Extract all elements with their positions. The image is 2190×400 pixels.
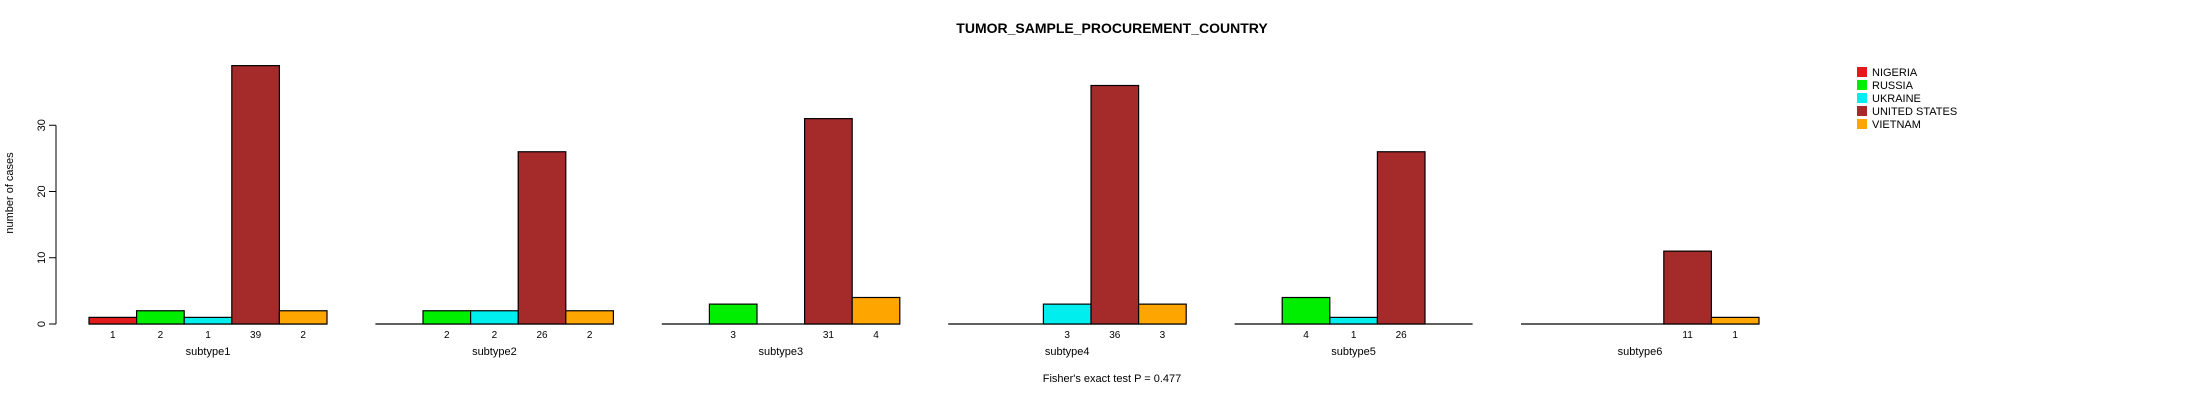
bar-russia (422, 310, 472, 325)
bar-count-label: 31 (823, 330, 835, 341)
bar-count-label: 2 (444, 330, 450, 341)
legend-label: RUSSIA (1872, 80, 1914, 92)
category-label: subtype2 (472, 346, 517, 358)
bar-count-label: 1 (205, 330, 211, 341)
bar-count-label: 2 (300, 330, 306, 341)
bar-ukraine (470, 310, 519, 325)
bar-russia (1281, 296, 1331, 325)
y-tick-label: 20 (36, 185, 48, 197)
bar-nigeria (88, 316, 138, 325)
legend-item: RUSSIA (1857, 80, 1914, 92)
bar-count-label: 1 (1732, 330, 1738, 341)
bar-vietnam (1137, 303, 1187, 325)
bar-count-label: 2 (587, 330, 593, 341)
legend-item: UNITED STATES (1857, 106, 1957, 118)
chart-title: TUMOR_SAMPLE_PROCUREMENT_COUNTRY (956, 20, 1268, 36)
bar-count-label: 39 (250, 330, 262, 341)
bar-count-label: 4 (1303, 330, 1309, 341)
legend-swatch (1857, 80, 1867, 90)
category-label: subtype5 (1331, 346, 1376, 358)
bar-count-label: 11 (1682, 330, 1693, 341)
legend-swatch (1857, 93, 1867, 103)
y-tick-label: 10 (36, 252, 48, 264)
legend-item: NIGERIA (1857, 67, 1918, 79)
bar-ukraine (1042, 303, 1092, 325)
bar-group-subtype4: 3 36 3 subtype4 (948, 84, 1187, 358)
legend-item: VIETNAM (1857, 119, 1921, 131)
bar-count-label: 26 (1396, 330, 1408, 341)
bar-united-states (1090, 84, 1140, 325)
bar-count-label: 36 (1109, 330, 1121, 341)
bar-count-label: 4 (873, 330, 879, 341)
bar-count-label: 3 (1064, 330, 1070, 341)
bar-united-states (517, 151, 567, 325)
bar-count-label: 1 (110, 330, 116, 341)
bar-vietnam (565, 310, 614, 325)
bar-russia (708, 303, 758, 325)
category-label: subtype4 (1045, 346, 1090, 358)
bar-count-label: 26 (536, 330, 548, 341)
category-label: subtype6 (1618, 346, 1663, 358)
legend-label: VIETNAM (1872, 119, 1921, 131)
legend-item: UKRAINE (1857, 93, 1921, 105)
bar-group-subtype2: 2 2 26 2 subtype2 (375, 151, 614, 358)
bar-group-subtype3: 3 31 4 subtype3 (661, 118, 901, 358)
legend-label: UNITED STATES (1872, 106, 1957, 118)
bar-russia (136, 310, 185, 325)
bar-vietnam (851, 296, 901, 325)
footnote: Fisher's exact test P = 0.477 (1043, 373, 1182, 385)
legend-label: UKRAINE (1872, 93, 1921, 105)
legend-swatch (1857, 106, 1867, 116)
bar-vietnam (278, 310, 328, 325)
y-tick-label: 0 (36, 321, 48, 327)
y-axis: 0 10 20 30 (36, 119, 57, 327)
bar-count-label: 2 (158, 330, 164, 341)
bar-count-label: 3 (1160, 330, 1166, 341)
legend-label: NIGERIA (1872, 67, 1918, 79)
y-axis-label: number of cases (4, 152, 16, 234)
y-tick-label: 30 (36, 119, 48, 131)
bar-group-subtype5: 4 1 26 subtype5 (1234, 151, 1473, 358)
bar-count-label: 1 (1351, 330, 1357, 341)
bar-group-subtype1: 1 2 1 39 2 subtype1 (88, 65, 328, 358)
bar-united-states (1376, 151, 1426, 325)
bar-united-states (231, 65, 281, 325)
bar-united-states (803, 118, 853, 325)
category-label: subtype3 (758, 346, 803, 358)
bar-united-states (1663, 250, 1713, 325)
bar-count-label: 3 (730, 330, 736, 341)
bar-ukraine (1329, 316, 1379, 325)
bar-count-label: 2 (492, 330, 498, 341)
legend-swatch (1857, 119, 1867, 129)
category-label: subtype1 (186, 346, 231, 358)
legend-swatch (1857, 67, 1867, 77)
bar-vietnam (1710, 316, 1760, 325)
bar-ukraine (183, 316, 233, 325)
